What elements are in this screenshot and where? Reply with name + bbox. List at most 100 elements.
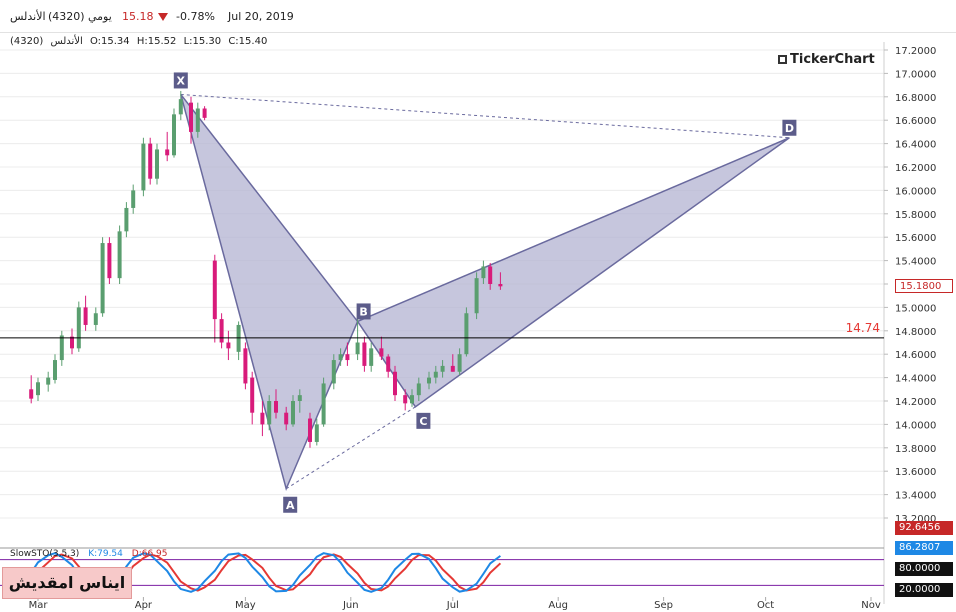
candle-body xyxy=(148,143,153,179)
candle-body xyxy=(433,371,438,378)
candle-body xyxy=(321,383,326,425)
y-tick-label: 16.8000 xyxy=(895,93,936,104)
xab-triangle xyxy=(180,93,359,492)
y-tick-label: 15.6000 xyxy=(895,233,936,244)
candle-body xyxy=(141,143,146,191)
point-label-x: X xyxy=(177,74,186,87)
candle-body xyxy=(369,348,374,366)
current-price-tag: 15.1800 xyxy=(895,279,953,294)
candle-body xyxy=(59,335,64,361)
candle-body xyxy=(219,319,224,343)
candle-body xyxy=(70,336,74,349)
x-tick-label: Sep xyxy=(654,600,673,611)
candle-body xyxy=(427,377,431,384)
candle-body xyxy=(457,354,462,372)
period-label[interactable]: يومي xyxy=(88,10,112,23)
candle-body xyxy=(386,356,391,372)
x-tick-label: Apr xyxy=(135,600,153,611)
y-tick-label: 16.4000 xyxy=(895,140,936,151)
y-tick-label: 15.0000 xyxy=(895,303,936,314)
candle-body xyxy=(488,266,493,284)
ohlc-info: الأندلس (4320) O:15.34 H:15.52 L:15.30 C… xyxy=(10,36,271,47)
candle-body xyxy=(189,102,193,132)
candle-body xyxy=(297,395,302,401)
y-tick-label: 16.2000 xyxy=(895,163,936,174)
x-axis: Mar Apr May Jun Jul Aug Sep Oct Nov xyxy=(29,597,881,611)
y-tick-label: 14.0000 xyxy=(895,420,936,431)
point-label-box xyxy=(173,72,188,89)
ohlc-open: O:15.34 xyxy=(89,36,130,47)
y-tick-label: 16.6000 xyxy=(895,116,936,127)
candle-body xyxy=(355,342,360,355)
last-price: 15.18 xyxy=(122,10,154,23)
candle-body xyxy=(165,149,170,156)
candle-body xyxy=(53,360,57,380)
candle-body xyxy=(379,348,384,357)
candle-body xyxy=(410,395,414,404)
candle-body xyxy=(29,389,34,399)
stoch-tag-4: 20.0000 xyxy=(895,583,953,597)
candle-body xyxy=(83,307,88,325)
y-tick-label: 15.4000 xyxy=(895,257,936,268)
ohlc-close: C:15.40 xyxy=(228,36,268,47)
point-label-box xyxy=(782,119,797,136)
ohlc-high: H:15.52 xyxy=(136,36,177,47)
candle-body xyxy=(274,401,278,413)
candle-body xyxy=(46,377,51,385)
grid-lines xyxy=(0,42,885,604)
candlestick-series xyxy=(29,90,503,448)
y-tick-label: 13.8000 xyxy=(895,444,936,455)
point-label-box xyxy=(416,412,431,429)
candle-body xyxy=(212,260,217,320)
xd-dashed-line xyxy=(180,93,790,139)
candle-body xyxy=(226,342,231,349)
candle-body xyxy=(202,108,207,118)
ohlc-symbol-code: (4320) xyxy=(10,36,44,47)
bd-dashed-line xyxy=(357,137,790,322)
candle-body xyxy=(195,108,200,132)
stochastic-badge: ايناس امقديش xyxy=(2,567,132,599)
stoch-tag-1: 92.6456 xyxy=(895,521,953,535)
horizontal-level: 14.74 xyxy=(0,321,884,339)
x-tick-label: Oct xyxy=(757,600,774,611)
candle-body xyxy=(107,243,112,279)
candle-body xyxy=(172,114,176,156)
candle-body xyxy=(308,418,312,442)
candle-body xyxy=(481,266,486,279)
candle-body xyxy=(124,207,129,232)
harmonic-pattern xyxy=(180,93,790,492)
y-tick-label: 14.6000 xyxy=(895,350,936,361)
candle-body xyxy=(117,231,122,279)
candle-body xyxy=(267,401,272,425)
down-arrow-icon xyxy=(158,13,168,21)
symbol-name: الأندلس xyxy=(10,10,46,23)
candle-body xyxy=(155,149,159,179)
candle-body xyxy=(243,348,248,384)
candle-body xyxy=(236,324,241,352)
candle-body xyxy=(260,412,265,425)
candle-body xyxy=(474,278,479,314)
point-label-b: B xyxy=(359,305,367,318)
candle-body xyxy=(284,412,289,425)
ac-dashed-line xyxy=(285,406,416,490)
candle-body xyxy=(93,313,98,325)
candle-body xyxy=(178,99,183,115)
point-label-c: C xyxy=(419,415,427,428)
candle-body xyxy=(345,354,350,361)
brand-logo: TickerChart xyxy=(778,52,875,67)
candle-body xyxy=(416,383,421,396)
x-tick-label: Mar xyxy=(29,600,49,611)
candle-body xyxy=(450,365,455,372)
y-tick-label: 13.6000 xyxy=(895,467,936,478)
y-tick-label: 13.4000 xyxy=(895,491,936,502)
level-value-label: 14.74 xyxy=(846,321,880,335)
ohlc-symbol-name: الأندلس xyxy=(50,36,83,47)
y-tick-label: 17.2000 xyxy=(895,46,936,57)
candle-body xyxy=(331,360,336,384)
stoch-tag-3: 80.0000 xyxy=(895,562,953,576)
candle-body xyxy=(76,307,81,349)
pattern-labels: X A B C D xyxy=(173,72,797,513)
y-tick-label: 14.4000 xyxy=(895,374,936,385)
point-label-box xyxy=(356,303,371,320)
